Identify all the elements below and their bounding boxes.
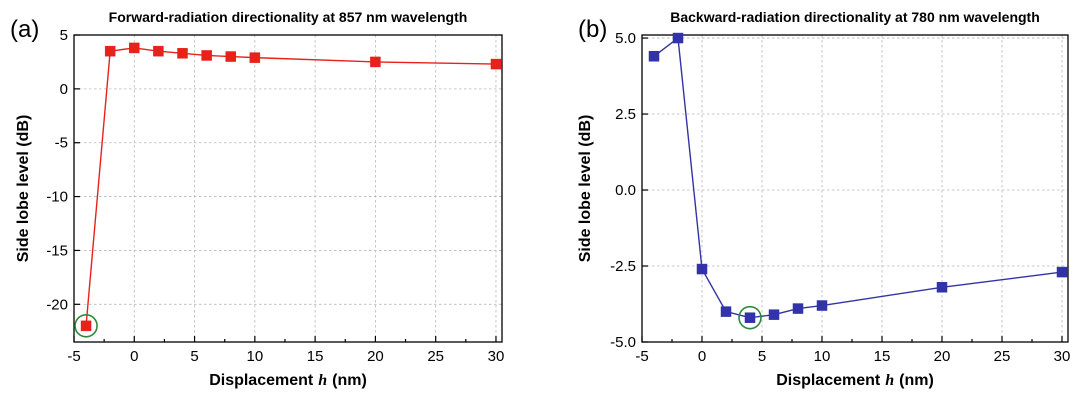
- data-point-marker: [816, 300, 828, 311]
- series-line-segment: [85, 51, 111, 326]
- data-point-marker: [792, 303, 804, 314]
- plot-frame: [73, 34, 503, 343]
- x-tick-label: 30: [1054, 348, 1071, 365]
- series-line-segment: [821, 286, 943, 307]
- x-tick-label: -5: [67, 348, 80, 365]
- x-axis-label-variable: h: [885, 372, 894, 389]
- y-tick-label: -5: [55, 135, 68, 152]
- x-tick-label: 0: [698, 348, 706, 365]
- plot-frame: [641, 34, 1069, 343]
- x-axis-label-text: Displacement: [209, 372, 314, 389]
- x-tick-label: 15: [874, 348, 891, 365]
- y-tick-label: -2.5: [610, 258, 636, 275]
- x-tick-label: 10: [814, 348, 831, 365]
- data-point-marker: [744, 312, 756, 323]
- x-tick-label: 25: [994, 348, 1011, 365]
- data-point-marker: [201, 50, 212, 61]
- series-line-segment: [677, 37, 703, 270]
- y-tick-label: -15: [46, 242, 68, 259]
- x-axis-label: Displacement h (nm): [209, 372, 367, 389]
- chart-panel-a: -5 0 5 10 15 20 25 30 5 0 -5 -10 -15 -20 Forward-radia…: [10, 9, 504, 389]
- x-tick-label: 0: [130, 348, 138, 365]
- x-axis-label-variable: h: [318, 372, 327, 389]
- data-point-marker: [768, 309, 780, 320]
- x-axis-label-unit: (nm): [899, 372, 934, 389]
- y-tick-label: 5: [60, 27, 68, 44]
- x-tick-label: 20: [934, 348, 951, 365]
- x-axis-label: Displacement h (nm): [776, 372, 934, 389]
- x-axis-label-unit: (nm): [332, 372, 367, 389]
- data-point-marker: [936, 282, 948, 293]
- series-line-segment: [375, 61, 496, 65]
- data-point-marker: [104, 45, 116, 57]
- chart-title: Forward-radiation directionality at 857 …: [109, 9, 468, 25]
- panel-label: (a): [10, 16, 39, 43]
- highlight-circle: [738, 305, 762, 330]
- x-tick-label: -5: [635, 348, 648, 365]
- data-point-marker: [249, 52, 261, 63]
- y-tick-label: -20: [46, 296, 68, 313]
- data-point-marker: [1056, 266, 1068, 278]
- y-tick-label: 0.0: [615, 182, 636, 199]
- x-tick-label: 5: [758, 348, 766, 365]
- x-axis-label-text: Displacement: [776, 372, 881, 389]
- data-point-marker: [80, 320, 92, 332]
- data-point-marker: [370, 56, 381, 68]
- x-tick-label: 10: [247, 348, 264, 365]
- data-point-marker: [129, 42, 140, 54]
- chart-panel-b: -5 0 5 10 15 20 25 30 5.0 2.5 0.0 -2.5 -5.0 Backward-…: [577, 9, 1070, 389]
- y-axis-label: Side lobe level (dB): [577, 115, 594, 263]
- data-point-marker: [696, 263, 708, 275]
- chart-title: Backward-radiation directionality at 780…: [670, 9, 1040, 25]
- y-tick-label: 0: [60, 81, 68, 98]
- y-axis-label: Side lobe level (dB): [15, 115, 32, 263]
- data-point-marker: [225, 51, 236, 62]
- y-tick-label: -5.0: [610, 334, 636, 351]
- x-tick-label: 15: [307, 348, 324, 365]
- data-point-marker: [177, 48, 188, 59]
- data-point-marker: [648, 51, 660, 62]
- data-point-marker: [720, 306, 732, 317]
- panel-label: (b): [578, 16, 607, 43]
- x-tick-label: 20: [367, 348, 384, 365]
- series-line-segment: [254, 56, 376, 63]
- x-tick-label: 25: [427, 348, 444, 365]
- x-tick-label: 5: [190, 348, 198, 365]
- data-point-marker: [153, 45, 164, 57]
- highlight-circle: [74, 314, 98, 338]
- data-point-marker: [672, 32, 684, 44]
- series-line-segment: [941, 271, 1063, 288]
- y-tick-label: 2.5: [615, 106, 636, 123]
- y-tick-label: 5.0: [615, 30, 636, 47]
- x-tick-label: 30: [488, 348, 505, 365]
- series-line-segment: [701, 268, 727, 312]
- y-tick-label: -10: [46, 189, 68, 206]
- data-point-marker: [490, 58, 502, 70]
